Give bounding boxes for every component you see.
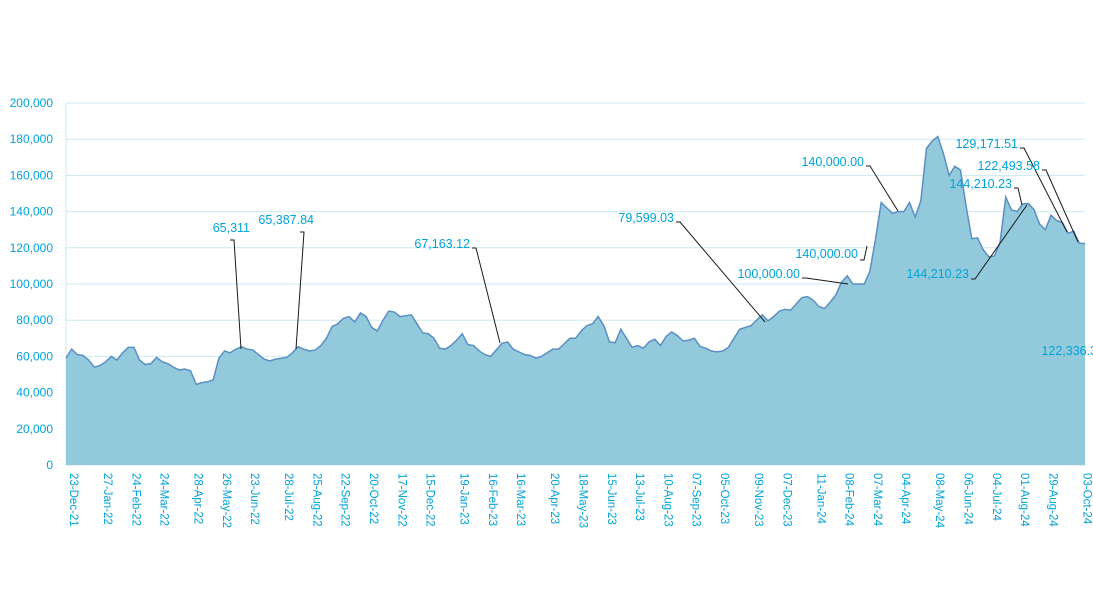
x-tick-label: 08-Feb-24 [843, 473, 855, 527]
x-tick-label: 01-Aug-24 [1018, 473, 1030, 527]
x-tick-label: 24-Mar-22 [158, 473, 170, 526]
y-tick-label: 80,000 [16, 313, 53, 327]
y-tick-label: 200,000 [10, 96, 54, 110]
annotation-label: 144,210.23 [906, 267, 969, 281]
x-tick-label: 15-Jun-23 [605, 473, 617, 525]
x-tick-label: 29-Aug-24 [1046, 473, 1058, 527]
x-axis-tick-labels: 23-Dec-21 27-Jan-22 24-Feb-22 24-Mar-22 28-A… [67, 473, 1092, 529]
annotation-label: 67,163.12 [414, 237, 470, 251]
y-tick-label: 140,000 [10, 205, 54, 219]
x-tick-label: 23-Jun-22 [248, 473, 260, 525]
x-tick-label: 25-Aug-22 [310, 473, 322, 527]
annotation-label: 140,000.00 [801, 155, 864, 169]
x-tick-label: 17-Nov-22 [395, 473, 407, 527]
annotation-leader-line [472, 247, 501, 344]
x-tick-label: 07-Sep-23 [690, 473, 702, 527]
area-series [65, 135, 1086, 466]
data-annotations: 65,311 65,387.84 67,163.12 79,599.03 100,000… [213, 137, 1093, 358]
x-tick-label: 08-May-24 [933, 473, 945, 529]
y-tick-label: 160,000 [10, 168, 54, 182]
annotation-label: 100,000.00 [737, 267, 800, 281]
annotation-label: 144,210.23 [949, 177, 1012, 191]
x-tick-label: 03-Oct-24 [1080, 473, 1092, 525]
annotation-label: 129,171.51 [955, 137, 1018, 151]
y-tick-label: 100,000 [10, 277, 54, 291]
annotation-leader-line [1014, 187, 1023, 206]
y-tick-label: 180,000 [10, 132, 54, 146]
x-tick-label: 04-Jul-24 [990, 473, 1002, 522]
x-tick-label: 28-Jul-22 [282, 473, 294, 521]
annotation-leader-line [295, 231, 305, 350]
x-tick-label: 20-Apr-23 [548, 473, 560, 524]
x-tick-label: 19-Jan-23 [458, 473, 470, 525]
annotation-leader-line [971, 204, 1028, 280]
x-tick-label: 16-Mar-23 [514, 473, 526, 526]
x-tick-label: 15-Dec-22 [424, 473, 436, 527]
annotation-label: 79,599.03 [618, 211, 674, 225]
y-axis-tick-labels: 0 20,000 40,000 60,000 80,000 100,000 120,000 1… [10, 96, 54, 472]
x-tick-label: 05-Oct-23 [718, 473, 730, 524]
x-tick-label: 07-Mar-24 [871, 473, 883, 527]
area-fill [66, 136, 1085, 466]
y-tick-label: 120,000 [10, 241, 54, 255]
annotation-label: 122,336.35 [1041, 344, 1093, 358]
annotation-leader-line [866, 165, 899, 212]
annotation-leader-line [676, 221, 766, 323]
x-tick-label: 22-Sep-22 [339, 473, 351, 527]
x-tick-label: 07-Dec-23 [780, 473, 792, 527]
x-tick-label: 06-Jun-24 [961, 473, 973, 525]
x-tick-label: 10-Aug-23 [661, 473, 673, 527]
y-tick-label: 20,000 [16, 422, 53, 436]
x-tick-label: 11-Jan-24 [814, 473, 826, 525]
x-tick-label: 09-Nov-23 [752, 473, 764, 527]
x-tick-label: 16-Feb-23 [486, 473, 498, 526]
annotation-label: 140,000.00 [795, 247, 858, 261]
x-tick-label: 13-Jul-23 [633, 473, 645, 521]
annotation-leader-line [1020, 147, 1068, 233]
x-tick-label: 26-May-22 [220, 473, 232, 528]
x-tick-label: 20-Oct-22 [367, 473, 379, 524]
x-tick-label: 27-Jan-22 [101, 473, 113, 525]
x-tick-label: 28-Apr-22 [192, 473, 204, 524]
x-tick-label: 24-Feb-22 [129, 473, 141, 526]
y-tick-label: 40,000 [16, 386, 53, 400]
annotation-leader-line [230, 239, 242, 350]
annotation-leader-line [802, 277, 849, 285]
series-line [65, 135, 1086, 386]
x-tick-label: 23-Dec-21 [67, 473, 79, 527]
annotation-label: 122,493.58 [977, 159, 1040, 173]
annotation-leader-line [860, 245, 868, 261]
x-tick-label: 18-May-23 [577, 473, 589, 528]
x-tick-label: 04-Apr-24 [899, 473, 911, 525]
annotation-label: 65,387.84 [258, 213, 314, 227]
y-tick-label: 0 [46, 458, 53, 472]
annotation-leader-line [1042, 169, 1079, 243]
annotation-label: 65,311 [213, 221, 250, 235]
y-tick-label: 60,000 [16, 349, 53, 363]
